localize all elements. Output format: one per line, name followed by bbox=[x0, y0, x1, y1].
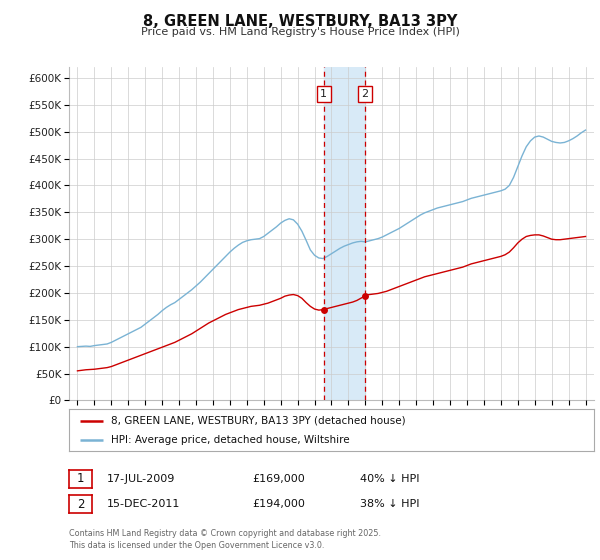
Text: Contains HM Land Registry data © Crown copyright and database right 2025.
This d: Contains HM Land Registry data © Crown c… bbox=[69, 529, 381, 550]
Text: 8, GREEN LANE, WESTBURY, BA13 3PY (detached house): 8, GREEN LANE, WESTBURY, BA13 3PY (detac… bbox=[111, 416, 406, 426]
Bar bbox=[324, 67, 365, 400]
Text: 17-JUL-2009: 17-JUL-2009 bbox=[107, 474, 175, 484]
Text: 1: 1 bbox=[77, 472, 84, 486]
Text: 15-DEC-2011: 15-DEC-2011 bbox=[107, 499, 180, 509]
Text: 38% ↓ HPI: 38% ↓ HPI bbox=[360, 499, 419, 509]
Text: £194,000: £194,000 bbox=[252, 499, 305, 509]
Text: 2: 2 bbox=[361, 89, 368, 99]
Text: 8, GREEN LANE, WESTBURY, BA13 3PY: 8, GREEN LANE, WESTBURY, BA13 3PY bbox=[143, 14, 457, 29]
Text: HPI: Average price, detached house, Wiltshire: HPI: Average price, detached house, Wilt… bbox=[111, 435, 350, 445]
Text: £169,000: £169,000 bbox=[252, 474, 305, 484]
Text: 1: 1 bbox=[320, 89, 327, 99]
Text: 2: 2 bbox=[77, 497, 84, 511]
Text: Price paid vs. HM Land Registry's House Price Index (HPI): Price paid vs. HM Land Registry's House … bbox=[140, 27, 460, 38]
Text: 40% ↓ HPI: 40% ↓ HPI bbox=[360, 474, 419, 484]
